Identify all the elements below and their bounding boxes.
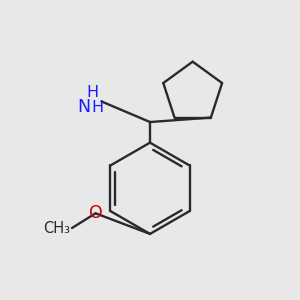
- Text: H: H: [92, 100, 104, 115]
- Text: O: O: [89, 204, 102, 222]
- Text: N: N: [77, 98, 90, 116]
- Text: H: H: [86, 85, 99, 100]
- Text: CH₃: CH₃: [44, 220, 70, 236]
